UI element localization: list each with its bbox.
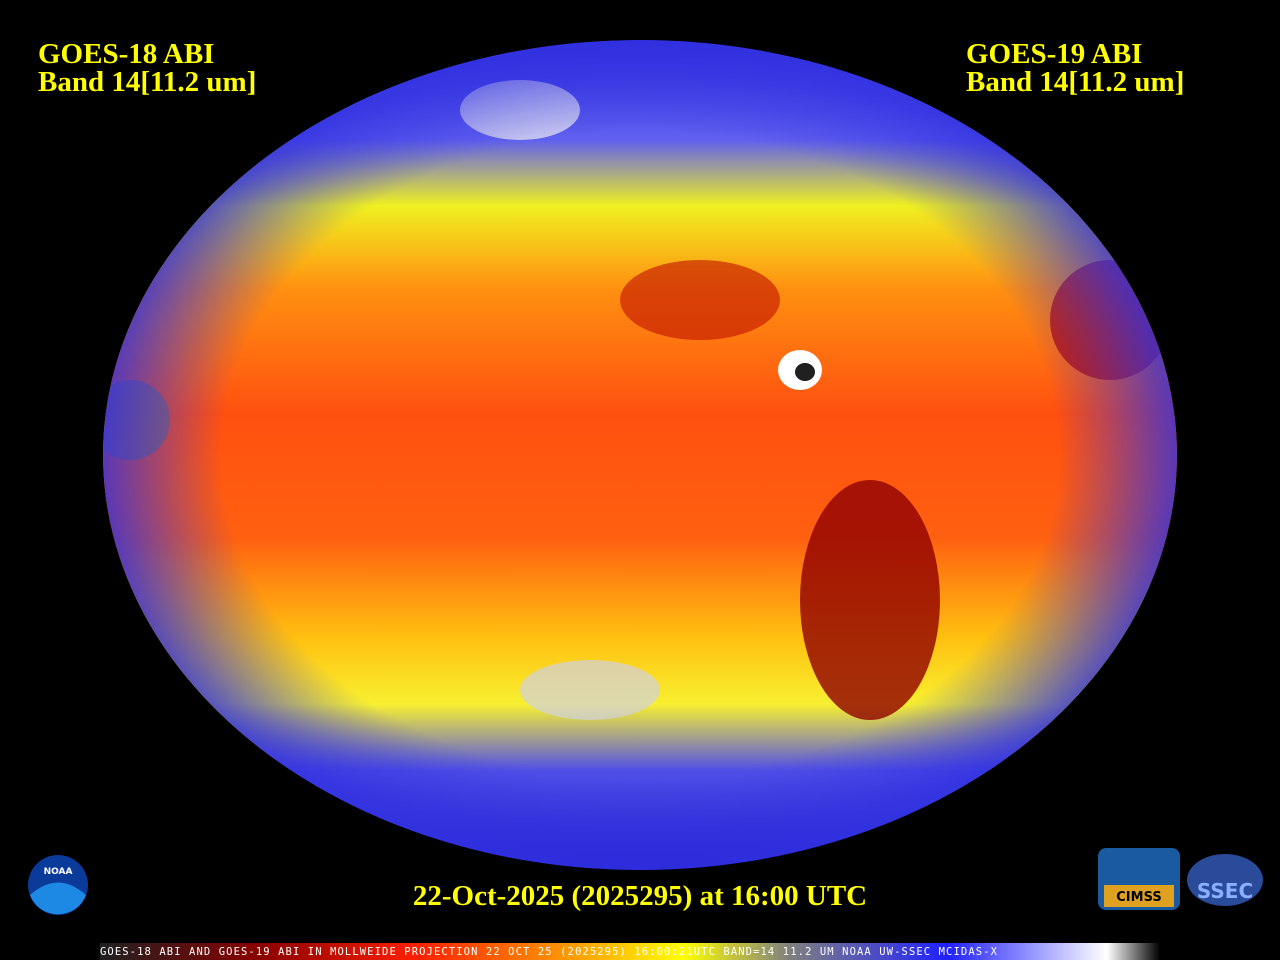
globe: [103, 40, 1177, 870]
noaa-logo: NOAA: [28, 855, 88, 915]
noaa-label: NOAA: [44, 867, 73, 877]
right-header: GOES-19 ABI Band 14[11.2 um]: [966, 38, 1185, 98]
ssec-label: SSEC: [1197, 879, 1253, 903]
left-header: GOES-18 ABI Band 14[11.2 um]: [38, 38, 257, 98]
cimss-logo: CIMSS: [1098, 848, 1180, 910]
timestamp: 22-Oct-2025 (2025295) at 16:00 UTC: [412, 880, 868, 912]
left-satellite: GOES-18 ABI: [38, 38, 215, 70]
colorbar: [100, 943, 1160, 960]
cimss-label: CIMSS: [1116, 890, 1161, 905]
left-band: Band 14[11.2 um]: [38, 66, 257, 98]
right-satellite: GOES-19 ABI: [966, 38, 1143, 70]
colorbar-caption: GOES-18 ABI AND GOES-19 ABI IN MOLLWEIDE…: [100, 946, 999, 958]
right-band: Band 14[11.2 um]: [966, 66, 1185, 98]
ssec-logo: SSEC: [1187, 854, 1263, 906]
